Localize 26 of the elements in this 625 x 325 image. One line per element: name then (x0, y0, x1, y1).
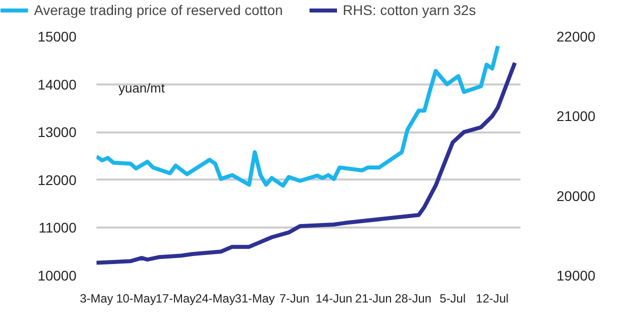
y-tick-label: 13000 (38, 124, 77, 140)
legend-label: Average trading price of reserved cotton (34, 2, 283, 18)
line-series (96, 44, 500, 188)
x-tick-label: 14-Jun (316, 292, 352, 306)
y-axis-title: yuan/mt (118, 80, 166, 96)
y2-tick-label: 22000 (556, 28, 596, 44)
legend-label: RHS: cotton yarn 32s (342, 2, 476, 18)
x-tick-label: 28-Jun (394, 292, 432, 306)
y-tick-label: 11000 (38, 220, 77, 236)
y-tick-label: 14000 (38, 76, 77, 92)
x-tick-label: 5-Jul (440, 292, 466, 306)
x-tick-label: 10-May (116, 292, 156, 306)
line-series (96, 60, 517, 265)
x-tick-label: 31-May (234, 292, 275, 306)
y2-tick-label: 19000 (556, 268, 596, 284)
y-tick-label: 12000 (38, 172, 77, 188)
x-tick-label: 24-May (195, 292, 236, 306)
x-tick-label: 17-May (156, 292, 196, 306)
y-tick-label: 15000 (38, 28, 77, 44)
y2-tick-label: 20000 (556, 188, 596, 204)
x-tick-label: 3-May (80, 292, 114, 306)
x-tick-label: 7-Jun (279, 292, 310, 306)
x-tick-label: 21-Jun (355, 292, 392, 306)
y-tick-label: 10000 (38, 268, 77, 284)
y2-tick-label: 21000 (556, 108, 596, 124)
x-tick-label: 12-Jul (476, 292, 509, 306)
